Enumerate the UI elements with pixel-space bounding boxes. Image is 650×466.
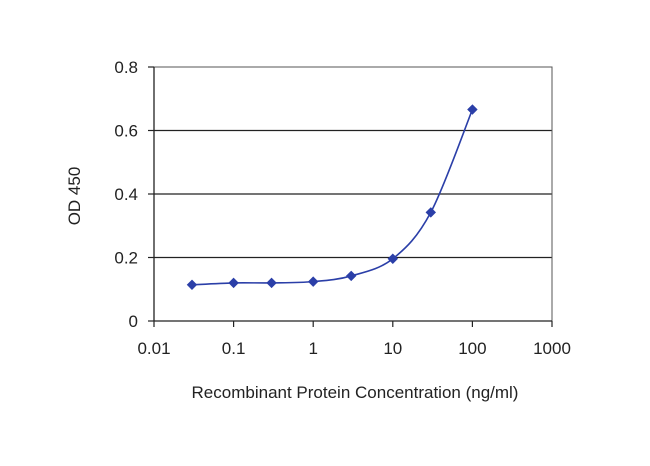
y-tick-label: 0.8 (114, 58, 138, 77)
x-axis-title: Recombinant Protein Concentration (ng/ml… (192, 383, 519, 402)
gridlines (154, 129, 552, 259)
x-tick-label: 1000 (533, 339, 571, 358)
y-tick-label: 0.4 (114, 185, 138, 204)
data-point-3 (307, 276, 319, 287)
series-layer (186, 104, 478, 291)
x-tick-label: 1 (308, 339, 317, 358)
data-point-7 (467, 104, 478, 115)
data-point-5 (387, 253, 399, 264)
data-point-1 (228, 277, 239, 289)
x-tick-label: 10 (383, 339, 402, 358)
axis-ticks (148, 66, 553, 327)
x-tick-label: 0.01 (137, 339, 170, 358)
y-axis-title: OD 450 (65, 167, 84, 226)
y-tick-label: 0.6 (114, 122, 138, 141)
data-point-6 (425, 207, 437, 218)
data-point-0 (186, 279, 198, 291)
x-tick-label: 100 (458, 339, 486, 358)
data-point-4 (345, 270, 357, 282)
series-line-0 (191, 109, 474, 286)
tick-labels: 0 0.2 0.4 0.6 0.8 0.01 0.1 1 10 100 1000 (114, 58, 571, 358)
y-tick-label: 0 (129, 312, 138, 331)
x-tick-label: 0.1 (222, 339, 246, 358)
data-point-2 (266, 277, 277, 289)
y-tick-label: 0.2 (114, 249, 138, 268)
